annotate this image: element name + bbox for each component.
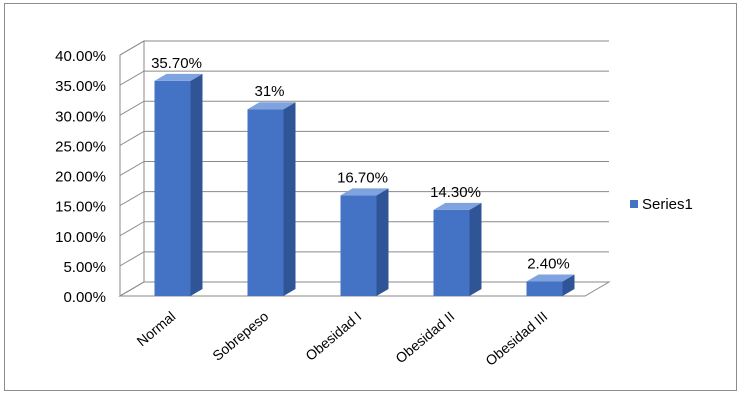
bar-side <box>376 188 389 296</box>
bar-top <box>247 102 296 110</box>
bar-top <box>154 73 203 81</box>
y-axis-ticks: 0.00% 5.00% 10.00% 15.00% 20.00% 25.00% 30.00%… <box>55 48 106 306</box>
x-axis-ticks: Normal Sobrepeso Obesidad I Obesidad II Obes… <box>134 308 551 369</box>
bar-front <box>526 281 563 296</box>
y-tick-label: 30.00% <box>55 108 106 125</box>
x-tick-label: Obesidad III <box>482 308 550 369</box>
bar <box>340 188 389 296</box>
gridline <box>119 100 609 116</box>
bar-side <box>469 202 482 296</box>
data-label: 35.70% <box>151 55 202 72</box>
legend-swatch <box>630 200 638 208</box>
gridline <box>119 40 609 56</box>
x-tick-label: Obesidad I <box>302 308 364 364</box>
data-label: 14.30% <box>430 184 481 201</box>
bar <box>526 274 575 296</box>
bar-top <box>340 188 389 196</box>
x-tick-label: Normal <box>134 308 179 349</box>
data-label: 31% <box>254 83 284 100</box>
gridline <box>119 130 609 146</box>
x-tick-label: Sobrepeso <box>209 308 271 364</box>
y-tick-label: 40.00% <box>55 48 106 65</box>
bar <box>433 202 482 296</box>
bar-front <box>433 209 470 296</box>
bar-front <box>340 195 377 296</box>
gridline <box>119 70 609 86</box>
y-tick-label: 0.00% <box>63 289 106 306</box>
bar-side <box>562 274 575 296</box>
legend-label: Series1 <box>642 196 693 213</box>
data-labels: 35.70% 31% 16.70% 14.30% 2.40% <box>151 55 570 273</box>
bar-front <box>154 80 191 296</box>
y-tick-label: 10.00% <box>55 229 106 246</box>
bar-side <box>190 73 203 296</box>
data-label: 16.70% <box>337 169 388 186</box>
data-label: 2.40% <box>527 256 570 273</box>
gridline <box>119 191 609 207</box>
bar <box>154 73 203 296</box>
x-tick-label: Obesidad II <box>392 308 457 366</box>
y-tick-label: 5.00% <box>63 259 106 276</box>
legend: Series1 <box>630 196 693 213</box>
bar-side <box>283 102 296 296</box>
bar-top <box>526 274 575 282</box>
y-tick-label: 25.00% <box>55 138 106 155</box>
y-tick-label: 35.00% <box>55 78 106 95</box>
y-tick-label: 20.00% <box>55 169 106 186</box>
bar-front <box>247 109 284 296</box>
bar <box>247 102 296 296</box>
bars <box>154 73 575 296</box>
bar-top <box>433 202 482 210</box>
gridline <box>119 161 609 176</box>
y-tick-label: 15.00% <box>55 199 106 216</box>
